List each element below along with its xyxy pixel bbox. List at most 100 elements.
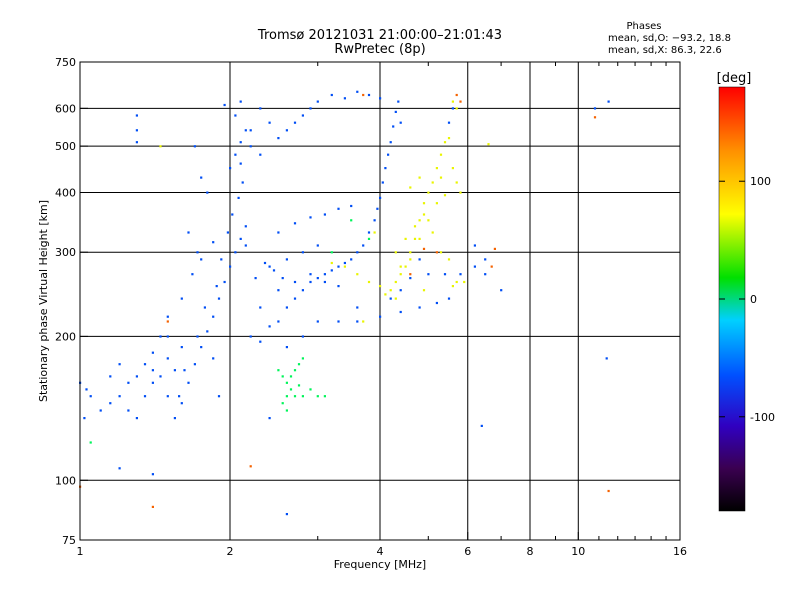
data-point <box>323 280 326 284</box>
data-point <box>234 251 237 254</box>
data-point <box>272 269 276 272</box>
data-point <box>89 395 92 398</box>
data-point <box>427 191 430 194</box>
data-point <box>389 289 392 292</box>
data-point <box>200 346 203 349</box>
axes: 1 2 4 6 8 10 16 75 100 200 300 400 500 600 750 <box>55 56 687 558</box>
data-point <box>373 219 376 222</box>
y-tick-label: 300 <box>55 246 76 259</box>
colorbar-tick-label: 100 <box>750 175 771 188</box>
data-point <box>427 273 430 276</box>
data-point <box>337 207 340 210</box>
data-point <box>109 375 112 378</box>
data-point <box>206 191 209 194</box>
data-point <box>439 153 443 156</box>
data-point <box>330 251 333 254</box>
data-point <box>180 346 183 349</box>
data-point <box>337 320 340 323</box>
data-point <box>399 289 402 292</box>
data-point <box>249 465 252 468</box>
data-point <box>447 137 451 140</box>
chart-title: Tromsø 20121031 21:00:00–21:01:43 <box>257 28 502 43</box>
x-tick-label: 1 <box>77 545 84 558</box>
data-point <box>323 213 326 216</box>
data-point <box>268 417 271 420</box>
data-point <box>293 121 297 124</box>
data-point <box>455 280 458 284</box>
data-point <box>487 143 490 146</box>
y-tick-label: 100 <box>55 474 76 487</box>
data-point <box>285 129 288 132</box>
data-point <box>343 265 346 268</box>
data-point <box>379 97 382 100</box>
y-tick-label: 750 <box>55 56 76 69</box>
data-point <box>301 395 304 398</box>
data-point <box>473 265 476 268</box>
data-point <box>607 100 610 103</box>
data-point <box>231 213 234 216</box>
data-point <box>367 231 371 234</box>
data-point <box>254 277 257 280</box>
data-point <box>394 297 397 300</box>
data-point <box>244 244 247 247</box>
data-point <box>239 237 242 240</box>
data-point <box>459 273 462 276</box>
data-point <box>418 258 421 261</box>
data-point <box>166 335 169 338</box>
data-point <box>367 237 371 240</box>
data-point <box>135 417 138 420</box>
data-point <box>285 306 288 309</box>
data-point <box>379 196 382 199</box>
data-point <box>241 181 244 184</box>
data-point <box>356 251 359 254</box>
data-point <box>239 100 242 103</box>
data-point <box>217 297 221 300</box>
data-point <box>234 114 237 117</box>
data-point <box>193 145 196 148</box>
data-point <box>443 194 447 197</box>
data-point <box>217 395 221 398</box>
data-point <box>293 395 297 398</box>
data-point <box>367 93 371 97</box>
data-point <box>409 258 412 261</box>
data-point <box>89 441 92 444</box>
data-point <box>85 388 88 391</box>
data-point <box>263 261 267 265</box>
data-point <box>215 285 218 288</box>
data-point <box>309 388 312 391</box>
data-point <box>399 310 402 314</box>
data-point <box>356 306 359 309</box>
data-point <box>191 273 194 276</box>
x-axis-label: Frequency [MHz] <box>334 558 426 571</box>
data-point <box>316 395 319 398</box>
data-point <box>455 93 458 97</box>
data-point <box>316 320 319 323</box>
colorbar-tick-label: -100 <box>750 411 775 424</box>
data-point <box>259 306 262 309</box>
data-point <box>447 121 451 124</box>
data-point <box>309 273 312 276</box>
data-point <box>173 417 176 420</box>
y-tick-label: 500 <box>55 140 76 153</box>
data-point <box>459 191 462 194</box>
data-point <box>500 289 503 292</box>
data-point <box>316 244 319 247</box>
data-point <box>422 289 426 292</box>
data-point <box>443 273 447 276</box>
data-point <box>389 141 392 144</box>
data-point <box>451 107 454 110</box>
data-point <box>297 363 301 366</box>
data-point <box>285 381 288 384</box>
data-point <box>109 402 112 405</box>
data-point <box>118 467 121 470</box>
data-point <box>484 258 487 261</box>
data-point <box>301 251 304 254</box>
data-point <box>259 153 262 156</box>
data-point <box>277 369 280 372</box>
data-point <box>285 346 288 349</box>
data-point <box>178 395 181 398</box>
data-point <box>143 395 147 398</box>
data-point <box>151 381 154 384</box>
data-point <box>384 167 387 170</box>
